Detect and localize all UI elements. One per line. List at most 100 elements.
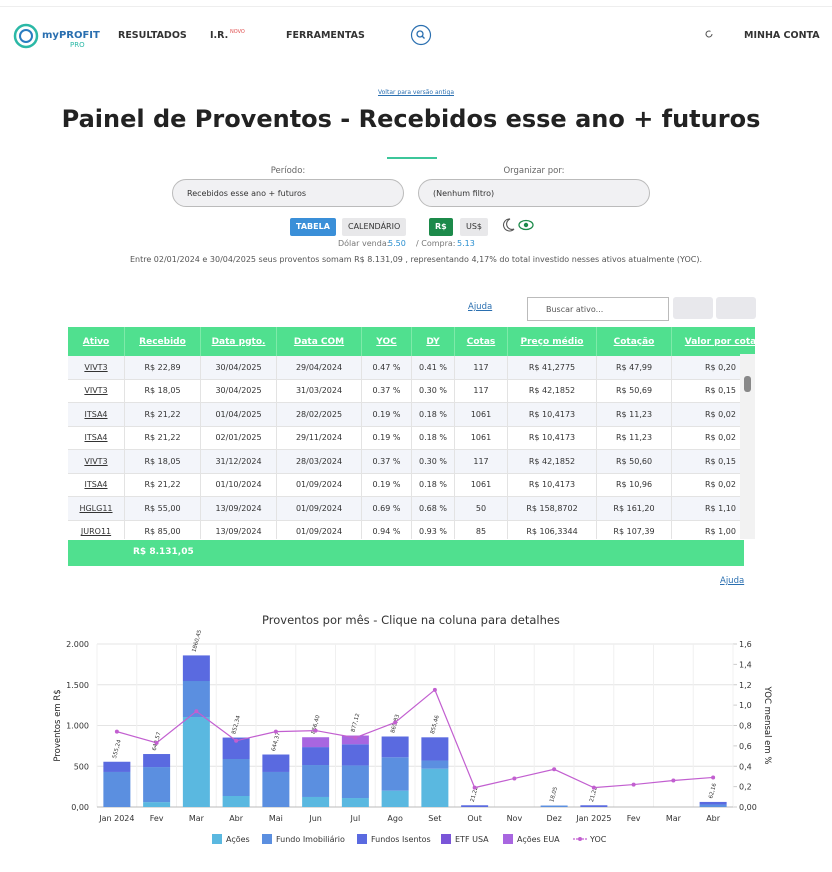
bar-segment[interactable] [381, 790, 409, 807]
bar-segment[interactable] [341, 735, 369, 745]
total-label: 1860,45 [192, 629, 204, 653]
bar-segment[interactable] [302, 737, 330, 748]
asset-link[interactable]: VIVT3 [68, 449, 125, 474]
search-input[interactable]: Buscar ativo... [527, 297, 669, 321]
legend-label[interactable]: YOC [589, 835, 607, 844]
usd-toggle[interactable]: US$ [460, 218, 489, 236]
legend-label[interactable]: Fundo Imobiliário [276, 835, 345, 844]
bar-segment[interactable] [262, 771, 290, 807]
bar-segment[interactable] [222, 795, 250, 807]
nav-item[interactable]: RESULTADOS [118, 30, 187, 41]
bar-segment[interactable] [580, 805, 608, 807]
column-header[interactable]: Data pgto. [200, 327, 277, 356]
bar-segment[interactable] [262, 754, 290, 772]
bar-segment[interactable] [699, 801, 727, 805]
bar-segment[interactable] [143, 767, 171, 803]
asset-link[interactable]: VIVT3 [68, 379, 125, 403]
bar-segment[interactable] [302, 796, 330, 807]
column-header[interactable]: Cotação [596, 327, 672, 356]
bar-segment[interactable] [103, 771, 131, 807]
table-cell: R$ 1,00 [671, 520, 755, 539]
bar-segment[interactable] [699, 804, 727, 807]
x-tick-label: Jan 2024 [98, 814, 134, 823]
asset-link[interactable]: JURO11 [68, 520, 125, 539]
asset-link[interactable]: ITSA4 [68, 402, 125, 427]
asset-link[interactable]: VIVT3 [68, 356, 125, 380]
nav-item[interactable]: I.R. [210, 30, 229, 41]
bar-segment[interactable] [381, 757, 409, 791]
logo-text[interactable]: myPROFIT [42, 30, 100, 41]
scrollbar[interactable] [740, 354, 755, 539]
x-tick-label: Fev [627, 814, 641, 823]
table-cell: R$ 10,4173 [507, 426, 597, 450]
bar-segment[interactable] [421, 760, 449, 769]
old-version-link[interactable]: Voltar para versão antiga [378, 89, 454, 96]
asset-link[interactable]: HGLG11 [68, 496, 125, 521]
calendar-toggle[interactable]: CALENDÁRIO [342, 218, 407, 236]
table-cell: 30/04/2025 [200, 379, 277, 403]
y-tick-label: 1.000 [66, 722, 89, 731]
help-link[interactable]: Ajuda [468, 302, 493, 312]
bar-segment[interactable] [103, 761, 131, 772]
theme-visibility-icons[interactable] [500, 217, 536, 233]
x-tick-label: Dez [546, 814, 561, 823]
bar-segment[interactable] [461, 805, 489, 807]
bar-segment[interactable] [540, 805, 568, 807]
yoc-point [194, 709, 199, 714]
yoc-point [393, 720, 398, 725]
table-cell: 85 [454, 520, 508, 539]
table-cell: R$ 50,60 [596, 449, 672, 474]
column-header[interactable]: DY [411, 327, 455, 356]
column-header[interactable]: Data COM [276, 327, 362, 356]
legend-label[interactable]: Ações [226, 835, 250, 844]
bar-segment[interactable] [341, 765, 369, 799]
table-cell: 28/02/2025 [276, 402, 362, 427]
legend-swatch [503, 834, 513, 844]
column-header[interactable]: Valor por cota [671, 327, 755, 356]
legend-label[interactable]: Fundos Isentos [371, 835, 431, 844]
asset-link[interactable]: ITSA4 [68, 473, 125, 497]
total-label: 21,22 [470, 786, 480, 803]
yoc-point [631, 782, 636, 787]
bar-segment[interactable] [302, 747, 330, 766]
nav-item[interactable]: FERRAMENTAS [286, 30, 365, 41]
bar-segment[interactable] [143, 754, 171, 768]
bar-segment[interactable] [143, 802, 171, 807]
table-toggle[interactable]: TABELA [290, 218, 336, 236]
columns-button[interactable] [673, 297, 713, 319]
bar-segment[interactable] [381, 736, 409, 758]
bar-segment[interactable] [222, 737, 250, 759]
column-header[interactable]: Recebido [124, 327, 201, 356]
bar-segment[interactable] [341, 798, 369, 807]
column-header[interactable]: Ativo [68, 327, 125, 356]
table-row: ITSA4 R$ 21,22 01/04/2025 28/02/2025 0.19 % 0… [68, 402, 755, 427]
legend-label[interactable]: Ações EUA [517, 835, 560, 844]
table-cell: 0.93 % [411, 520, 455, 539]
yoc-point [591, 785, 596, 790]
export-button[interactable] [716, 297, 756, 319]
order-select[interactable]: (Nenhum filtro) [418, 179, 650, 207]
column-header[interactable]: Preço médio [507, 327, 597, 356]
column-header[interactable]: YOC [361, 327, 412, 356]
asset-link[interactable]: ITSA4 [68, 426, 125, 450]
bar-segment[interactable] [182, 655, 210, 682]
bar-segment[interactable] [182, 717, 210, 807]
brl-toggle[interactable]: R$ [429, 218, 453, 236]
x-tick-label: Jul [350, 814, 361, 823]
search-button[interactable] [410, 24, 432, 46]
y2-tick-label: 0,00 [739, 803, 757, 812]
help-link[interactable]: Ajuda [720, 576, 745, 586]
bar-segment[interactable] [222, 758, 250, 796]
legend-swatch [357, 834, 367, 844]
bar-segment[interactable] [302, 765, 330, 797]
column-header[interactable]: Cotas [454, 327, 508, 356]
period-select[interactable]: Recebidos esse ano + futuros [172, 179, 404, 207]
bar-segment[interactable] [341, 744, 369, 766]
legend-label[interactable]: ETF USA [455, 835, 489, 844]
bar-segment[interactable] [421, 768, 449, 807]
refresh-icon[interactable] [704, 29, 714, 39]
yoc-point [234, 738, 239, 743]
bar-segment[interactable] [421, 737, 449, 761]
account-menu[interactable]: MINHA CONTA [744, 30, 820, 41]
